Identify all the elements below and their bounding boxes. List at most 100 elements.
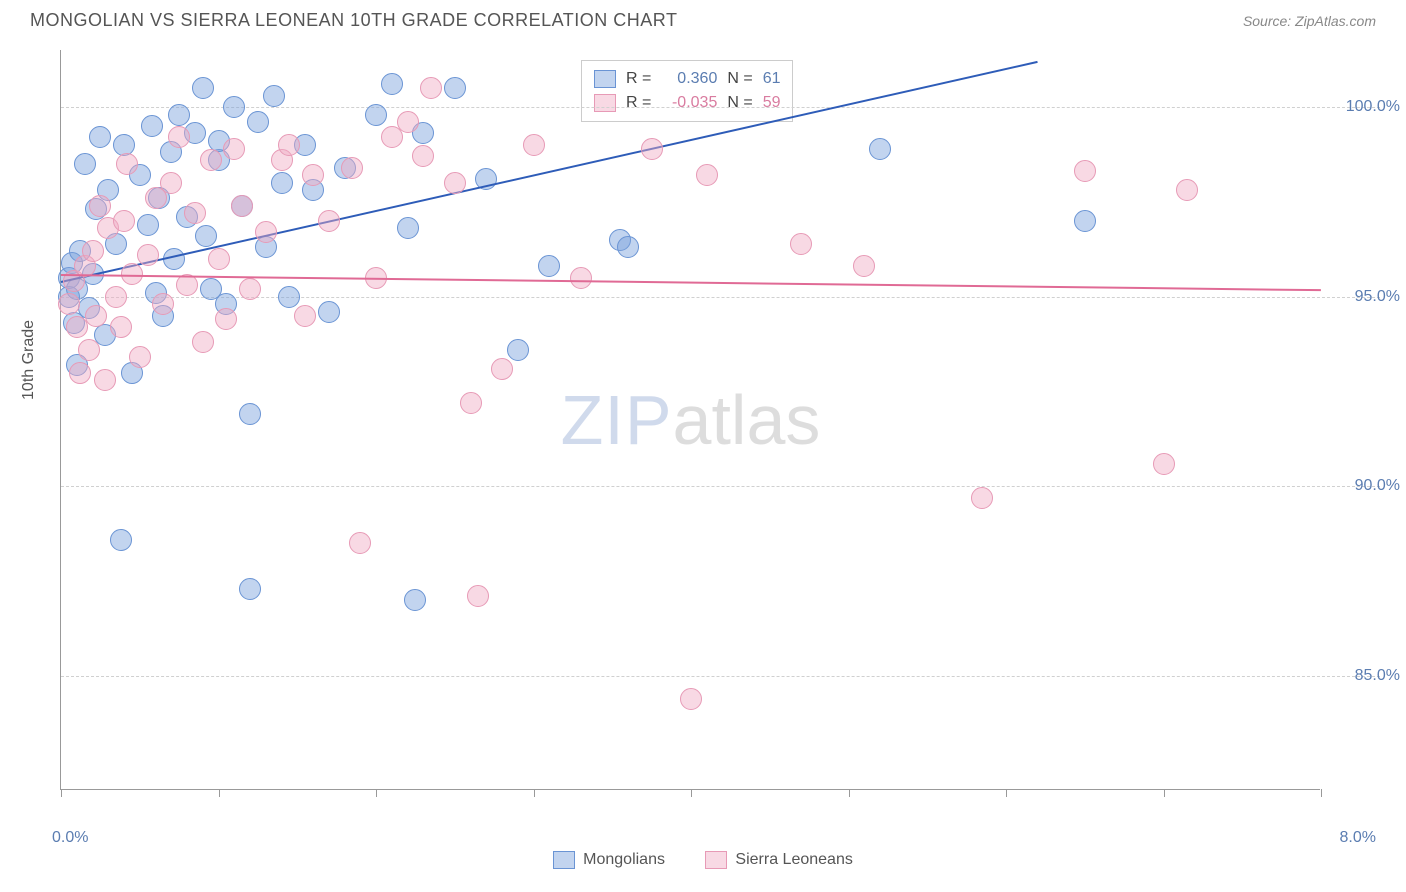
data-point-mongolians [869, 138, 891, 160]
data-point-sierra-leoneans [200, 149, 222, 171]
data-point-sierra-leoneans [208, 248, 230, 270]
r-value-sierra-leoneans: -0.035 [661, 91, 717, 115]
data-point-sierra-leoneans [491, 358, 513, 380]
r-label: R = [626, 91, 651, 115]
data-point-sierra-leoneans [116, 153, 138, 175]
data-point-sierra-leoneans [137, 244, 159, 266]
legend-label-sierra-leoneans: Sierra Leoneans [735, 851, 852, 869]
data-point-sierra-leoneans [696, 164, 718, 186]
data-point-sierra-leoneans [523, 134, 545, 156]
y-tick-label: 100.0% [1346, 98, 1400, 116]
legend-swatch-mongolians [594, 70, 616, 88]
x-tick [691, 789, 692, 797]
data-point-mongolians [397, 217, 419, 239]
data-point-sierra-leoneans [412, 145, 434, 167]
data-point-mongolians [538, 255, 560, 277]
data-point-sierra-leoneans [420, 77, 442, 99]
data-point-mongolians [137, 214, 159, 236]
data-point-sierra-leoneans [215, 308, 237, 330]
data-point-sierra-leoneans [192, 331, 214, 353]
x-tick [219, 789, 220, 797]
data-point-sierra-leoneans [294, 305, 316, 327]
data-point-sierra-leoneans [82, 240, 104, 262]
data-point-sierra-leoneans [1176, 179, 1198, 201]
x-tick-label-min: 0.0% [52, 829, 88, 847]
data-point-mongolians [365, 104, 387, 126]
data-point-sierra-leoneans [129, 346, 151, 368]
x-tick [1006, 789, 1007, 797]
data-point-sierra-leoneans [397, 111, 419, 133]
source-label: Source: ZipAtlas.com [1243, 13, 1376, 29]
data-point-mongolians [74, 153, 96, 175]
y-tick-label: 85.0% [1355, 667, 1400, 685]
watermark: ZIPatlas [561, 380, 821, 460]
data-point-sierra-leoneans [78, 339, 100, 361]
legend-swatch-sierra-leoneans [594, 94, 616, 112]
series-legend: Mongolians Sierra Leoneans [0, 851, 1406, 874]
data-point-sierra-leoneans [971, 487, 993, 509]
data-point-mongolians [1074, 210, 1096, 232]
scatter-chart: ZIPatlas R = 0.360 N = 61 R = -0.035 N =… [60, 50, 1320, 790]
data-point-mongolians [263, 85, 285, 107]
x-tick [534, 789, 535, 797]
data-point-mongolians [381, 73, 403, 95]
n-value-sierra-leoneans: 59 [763, 91, 781, 115]
data-point-mongolians [223, 96, 245, 118]
data-point-sierra-leoneans [349, 532, 371, 554]
grid-line [61, 486, 1380, 487]
n-value-mongolians: 61 [763, 67, 781, 91]
x-tick [849, 789, 850, 797]
data-point-mongolians [110, 529, 132, 551]
legend-swatch-sierra-leoneans [705, 851, 727, 869]
r-value-mongolians: 0.360 [661, 67, 717, 91]
x-tick-label-max: 8.0% [1340, 829, 1376, 847]
data-point-mongolians [239, 578, 261, 600]
r-label: R = [626, 67, 651, 91]
data-point-mongolians [318, 301, 340, 323]
legend-swatch-mongolians [553, 851, 575, 869]
data-point-mongolians [192, 77, 214, 99]
data-point-sierra-leoneans [85, 305, 107, 327]
data-point-mongolians [141, 115, 163, 137]
n-label: N = [727, 91, 752, 115]
data-point-sierra-leoneans [184, 202, 206, 224]
grid-line [61, 107, 1380, 108]
x-tick [61, 789, 62, 797]
data-point-mongolians [507, 339, 529, 361]
data-point-sierra-leoneans [94, 369, 116, 391]
legend-label-mongolians: Mongolians [583, 851, 665, 869]
data-point-sierra-leoneans [444, 172, 466, 194]
chart-title: MONGOLIAN VS SIERRA LEONEAN 10TH GRADE C… [30, 10, 677, 31]
data-point-sierra-leoneans [69, 362, 91, 384]
data-point-mongolians [89, 126, 111, 148]
correlation-legend: R = 0.360 N = 61 R = -0.035 N = 59 [581, 60, 793, 122]
data-point-sierra-leoneans [641, 138, 663, 160]
data-point-mongolians [239, 403, 261, 425]
data-point-sierra-leoneans [318, 210, 340, 232]
data-point-sierra-leoneans [302, 164, 324, 186]
data-point-sierra-leoneans [160, 172, 182, 194]
data-point-sierra-leoneans [1074, 160, 1096, 182]
data-point-sierra-leoneans [113, 210, 135, 232]
data-point-sierra-leoneans [853, 255, 875, 277]
data-point-mongolians [271, 172, 293, 194]
data-point-sierra-leoneans [570, 267, 592, 289]
data-point-sierra-leoneans [168, 126, 190, 148]
data-point-sierra-leoneans [1153, 453, 1175, 475]
data-point-sierra-leoneans [341, 157, 363, 179]
data-point-sierra-leoneans [680, 688, 702, 710]
y-axis-title: 10th Grade [20, 320, 38, 400]
data-point-sierra-leoneans [467, 585, 489, 607]
data-point-mongolians [195, 225, 217, 247]
grid-line [61, 676, 1380, 677]
data-point-mongolians [444, 77, 466, 99]
data-point-sierra-leoneans [110, 316, 132, 338]
data-point-sierra-leoneans [255, 221, 277, 243]
data-point-sierra-leoneans [460, 392, 482, 414]
n-label: N = [727, 67, 752, 91]
data-point-sierra-leoneans [152, 293, 174, 315]
data-point-mongolians [617, 236, 639, 258]
x-tick [1321, 789, 1322, 797]
y-tick-label: 90.0% [1355, 477, 1400, 495]
data-point-mongolians [404, 589, 426, 611]
